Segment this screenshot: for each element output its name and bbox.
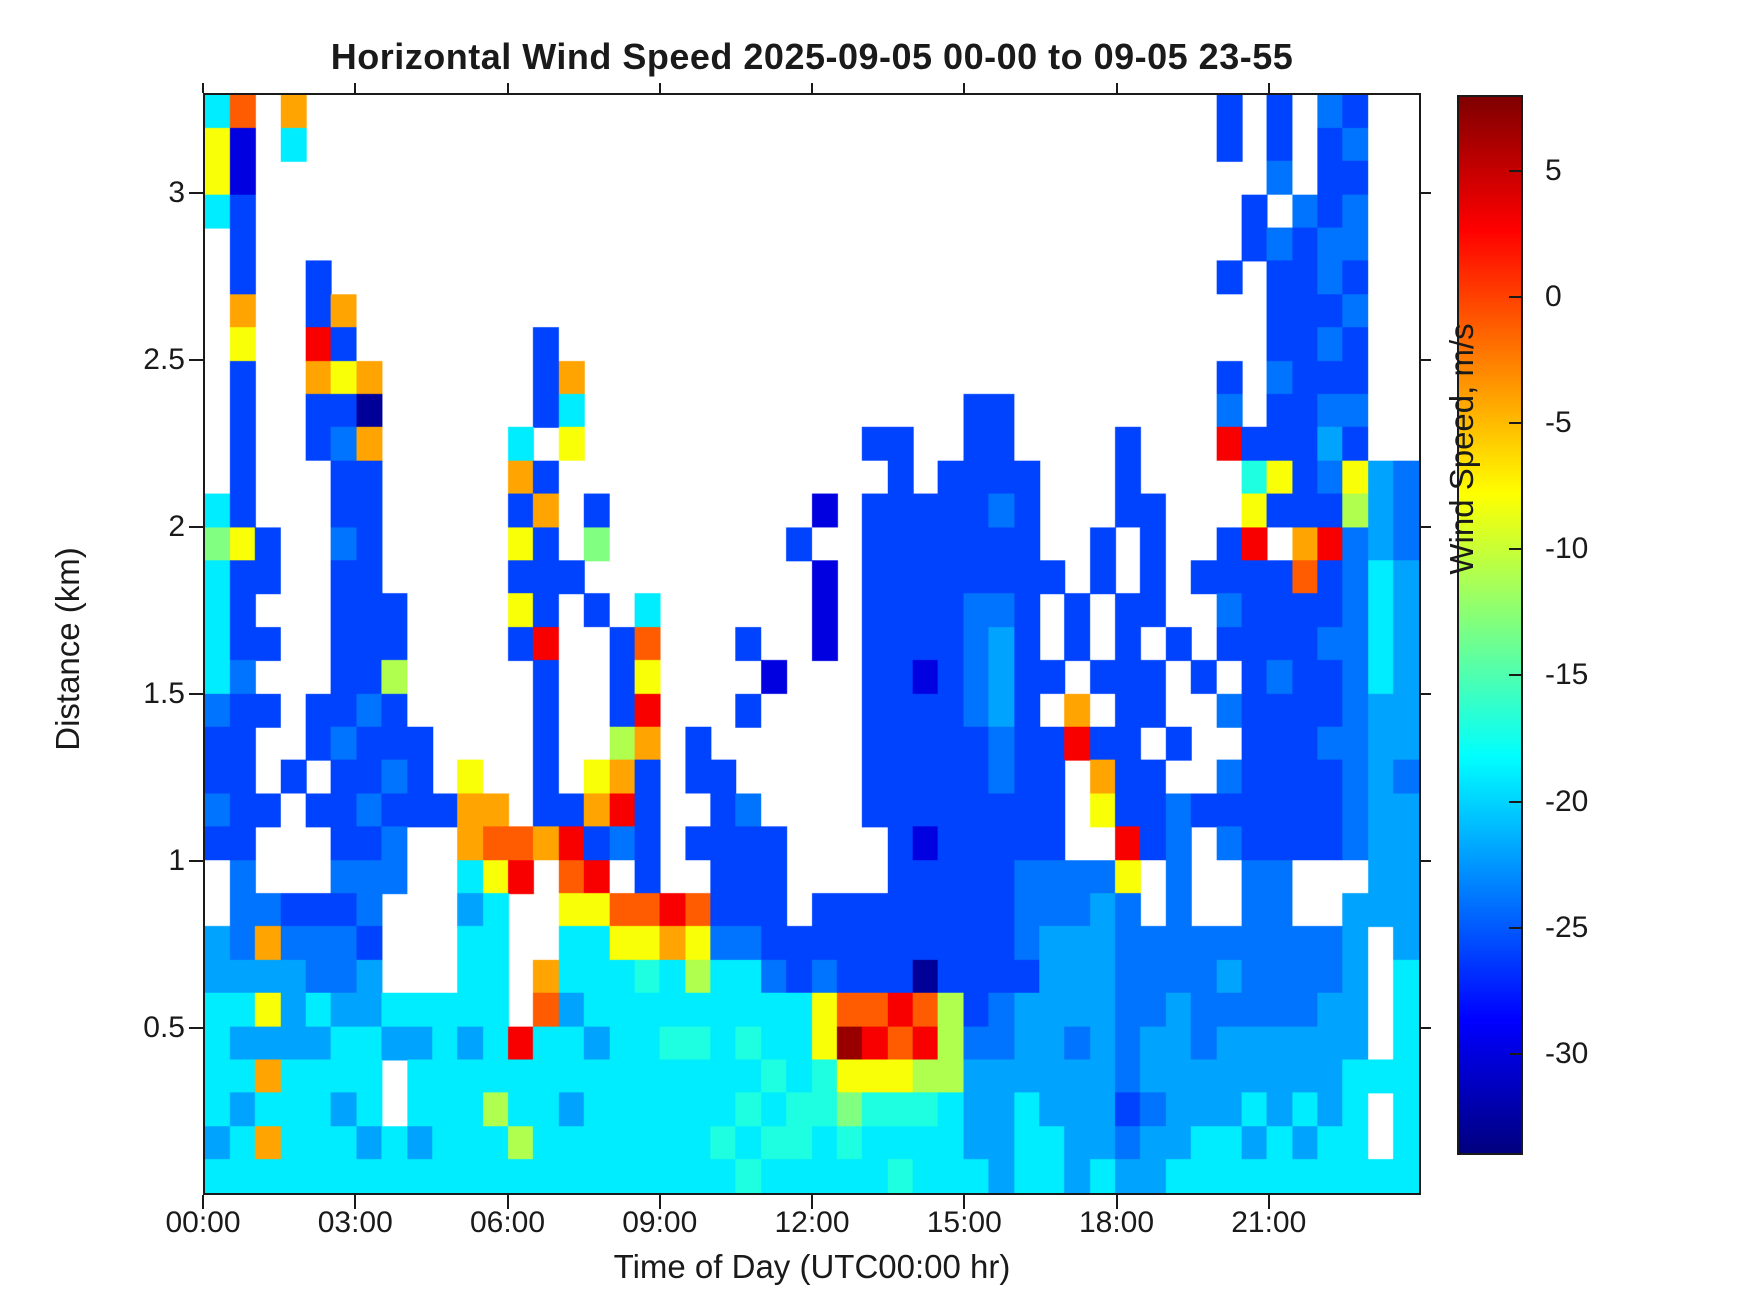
heatmap-canvas — [205, 95, 1419, 1193]
y-tick-label: 1 — [168, 844, 185, 878]
y-axis-label: Distance (km) — [49, 547, 86, 751]
colorbar-tick-mark — [1509, 674, 1523, 677]
colorbar-tick-label: 5 — [1545, 153, 1562, 187]
colorbar-gradient — [1459, 97, 1521, 1153]
colorbar-tick-label: -20 — [1545, 784, 1589, 818]
y-tick-mark-right — [1421, 526, 1431, 529]
y-tick-mark-right — [1421, 860, 1431, 863]
x-tick-mark — [811, 1195, 813, 1209]
plot-area — [203, 93, 1421, 1195]
y-tick-mark-right — [1421, 1027, 1431, 1030]
x-tick-mark-top — [1267, 83, 1270, 93]
y-tick-mark — [189, 1027, 203, 1030]
colorbar-tick-label: -5 — [1545, 406, 1572, 440]
colorbar-tick-label: -10 — [1545, 532, 1589, 566]
colorbar-tick-label: -15 — [1545, 658, 1589, 692]
x-tick-label: 03:00 — [317, 1206, 393, 1239]
y-tick-mark — [189, 860, 203, 863]
y-tick-mark — [189, 693, 203, 696]
x-tick-mark-top — [658, 83, 661, 93]
x-tick-mark — [354, 1195, 357, 1209]
x-tick-mark — [658, 1195, 661, 1209]
x-tick-mark — [1115, 1195, 1118, 1209]
x-tick-label: 18:00 — [1078, 1206, 1155, 1239]
y-tick-mark-right — [1421, 192, 1431, 195]
colorbar-tick-mark — [1509, 295, 1523, 298]
x-tick-mark — [506, 1195, 509, 1209]
colorbar-tick-label: -25 — [1545, 910, 1589, 944]
y-tick-mark-right — [1421, 359, 1431, 362]
x-tick-label: 00:00 — [165, 1206, 241, 1239]
y-tick-label: 2 — [168, 510, 185, 544]
colorbar-tick-mark — [1509, 1053, 1523, 1056]
colorbar-label: Wind Speed, m/s — [1443, 323, 1480, 575]
x-axis-label: Time of Day (UTC00:00 hr) — [613, 1248, 1011, 1285]
x-tick-label: 21:00 — [1231, 1206, 1307, 1239]
colorbar-tick-label: 0 — [1545, 279, 1562, 313]
y-tick-label: 2.5 — [143, 343, 185, 377]
x-tick-mark — [963, 1195, 966, 1209]
x-tick-mark — [202, 1195, 204, 1209]
x-tick-label: 06:00 — [469, 1206, 546, 1239]
y-tick-mark-right — [1421, 693, 1431, 696]
colorbar — [1457, 95, 1523, 1155]
x-tick-mark-top — [202, 83, 204, 93]
y-tick-label: 3 — [168, 176, 185, 210]
x-tick-label: 09:00 — [622, 1206, 698, 1239]
x-tick-mark-top — [811, 83, 813, 93]
x-tick-mark-top — [963, 83, 966, 93]
y-tick-mark — [189, 192, 203, 195]
chart-title: Horizontal Wind Speed 2025-09-05 00-00 t… — [330, 36, 1294, 77]
y-tick-label: 1.5 — [143, 677, 185, 711]
colorbar-tick-mark — [1509, 548, 1523, 551]
colorbar-tick-mark — [1509, 422, 1523, 425]
y-tick-mark — [189, 526, 203, 529]
x-tick-mark-top — [1115, 83, 1118, 93]
x-tick-label: 12:00 — [774, 1206, 850, 1239]
y-tick-mark — [189, 359, 203, 362]
x-tick-mark-top — [506, 83, 509, 93]
colorbar-tick-mark — [1509, 169, 1523, 172]
y-tick-label: 0.5 — [143, 1011, 185, 1045]
colorbar-tick-label: -30 — [1545, 1037, 1589, 1071]
colorbar-tick-mark — [1509, 926, 1523, 929]
x-tick-label: 15:00 — [926, 1206, 1002, 1239]
x-tick-mark-top — [354, 83, 357, 93]
colorbar-tick-mark — [1509, 800, 1523, 803]
x-tick-mark — [1267, 1195, 1270, 1209]
